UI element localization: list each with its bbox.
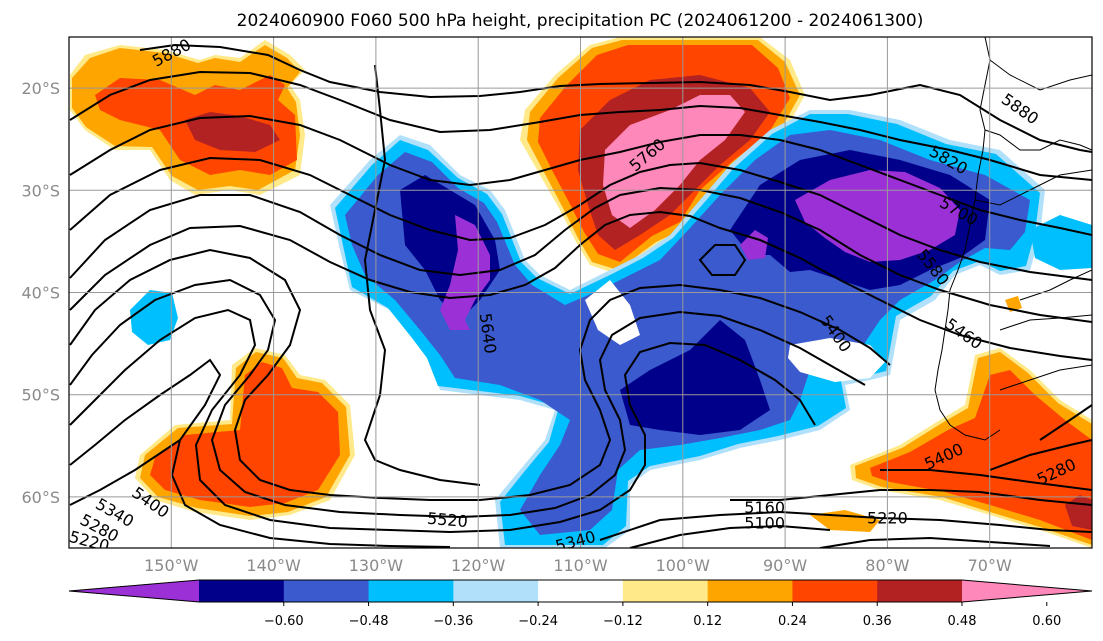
height-contour bbox=[69, 278, 866, 519]
lat-tick-label: 40°S bbox=[21, 284, 60, 303]
colorbar-tick-label: −0.12 bbox=[603, 614, 643, 629]
colorbar-tick-label: 0.12 bbox=[693, 614, 722, 629]
lat-tick-label: 60°S bbox=[21, 488, 60, 507]
colorbar-tick-label: −0.48 bbox=[349, 614, 389, 629]
height-contour bbox=[69, 156, 1092, 281]
negative-precip-area bbox=[1030, 215, 1092, 270]
precipitation-shading bbox=[70, 37, 1092, 548]
colorbar-segment bbox=[622, 580, 709, 602]
positive-precip-area bbox=[870, 370, 1092, 540]
height-contour bbox=[69, 248, 891, 501]
colorbar-segment bbox=[368, 580, 454, 602]
colorbar-segment bbox=[453, 580, 539, 602]
border-line bbox=[999, 364, 1092, 391]
colorbar-segment bbox=[199, 580, 285, 602]
lon-tick-labels: 150°W 140°W 130°W 120°W 110°W 100°W 90°W 80°W 70… bbox=[144, 556, 1012, 575]
colorbar-tick-label: −0.24 bbox=[518, 614, 558, 629]
lon-tick-label: 80°W bbox=[865, 556, 909, 575]
lon-tick-label: 140°W bbox=[246, 556, 301, 575]
lon-tick-label: 110°W bbox=[553, 556, 608, 575]
contour-label-group: 5520 bbox=[426, 509, 468, 531]
height-contour bbox=[363, 64, 481, 486]
colorbar-segment bbox=[877, 580, 963, 602]
contour-label-group: 5100 bbox=[744, 513, 785, 532]
negative-precip-area bbox=[620, 320, 770, 435]
lon-tick-label: 100°W bbox=[656, 556, 711, 575]
contour-label: 5160 bbox=[744, 498, 785, 517]
height-contour bbox=[139, 43, 1092, 153]
height-contour bbox=[1039, 404, 1092, 441]
lon-tick-label: 90°W bbox=[763, 556, 807, 575]
height-contour bbox=[69, 358, 451, 548]
height-contour bbox=[819, 536, 1051, 548]
colorbar-segment bbox=[283, 580, 370, 602]
colorbar-tick-label: −0.36 bbox=[433, 614, 473, 629]
colorbar-extend-high bbox=[962, 580, 1092, 602]
lat-tick-labels: 20°S 30°S 40°S 50°S 60°S bbox=[21, 79, 60, 507]
height-contour bbox=[698, 244, 747, 276]
colorbar-tick-label: 0.48 bbox=[948, 614, 977, 629]
contour-label-group: 5220 bbox=[867, 508, 908, 527]
height-contour bbox=[69, 210, 1092, 361]
negative-precip-area bbox=[130, 290, 178, 345]
lon-tick-label: 130°W bbox=[349, 556, 404, 575]
lat-tick-label: 20°S bbox=[21, 79, 60, 98]
colorbar: −0.60 −0.48 −0.36 −0.24 −0.12 0.12 0.24 0.36 0.4… bbox=[68, 579, 1093, 629]
height-contour bbox=[629, 524, 831, 548]
colorbar-segment bbox=[707, 580, 793, 602]
graticule bbox=[69, 37, 1092, 548]
colorbar-tick-label: 0.60 bbox=[1032, 614, 1061, 629]
height-contour bbox=[69, 439, 181, 506]
height-contour bbox=[69, 70, 1092, 181]
lat-tick-label: 30°S bbox=[21, 181, 60, 200]
lon-tick-label: 120°W bbox=[451, 556, 506, 575]
colorbar-tick-label: 0.36 bbox=[863, 614, 892, 629]
negative-precip-area bbox=[440, 215, 490, 330]
neutral-area bbox=[585, 280, 640, 345]
lat-tick-label: 50°S bbox=[21, 386, 60, 405]
colorbar-tick-label: −0.60 bbox=[264, 614, 304, 629]
colorbar-segment bbox=[538, 580, 624, 602]
neutral-area bbox=[788, 338, 885, 382]
contour-label-group: 5160 bbox=[744, 498, 785, 517]
contour-label: 5220 bbox=[867, 508, 908, 527]
lon-tick-label: 70°W bbox=[968, 556, 1012, 575]
height-contour bbox=[880, 469, 1092, 491]
height-contour bbox=[599, 510, 1092, 541]
border-line bbox=[984, 129, 1092, 151]
coastline-south-america bbox=[934, 37, 1001, 441]
height-contours bbox=[69, 43, 1092, 548]
contour-label: 5520 bbox=[426, 509, 468, 531]
positive-precip-area bbox=[150, 362, 340, 507]
colorbar-extend-low bbox=[69, 580, 199, 602]
lon-tick-label: 150°W bbox=[144, 556, 199, 575]
coastline bbox=[934, 37, 1092, 441]
positive-precip-area bbox=[603, 95, 745, 228]
colorbar-tick-label: 0.24 bbox=[778, 614, 807, 629]
positive-precip-area bbox=[185, 112, 280, 152]
height-contour bbox=[69, 114, 1092, 236]
map-frame bbox=[68, 36, 1093, 549]
colorbar-outline bbox=[68, 579, 1093, 603]
border-line bbox=[989, 59, 1092, 91]
negative-precip-area bbox=[740, 230, 768, 260]
map-title: 2024060900 F060 500 hPa height, precipit… bbox=[237, 11, 924, 31]
border-line bbox=[999, 314, 1092, 331]
height-contour bbox=[989, 439, 1092, 471]
height-contour bbox=[69, 308, 816, 534]
height-contour bbox=[730, 489, 1092, 506]
border-line bbox=[1019, 269, 1092, 301]
colorbar-segment bbox=[792, 580, 878, 602]
contour-label: 5100 bbox=[744, 513, 785, 532]
